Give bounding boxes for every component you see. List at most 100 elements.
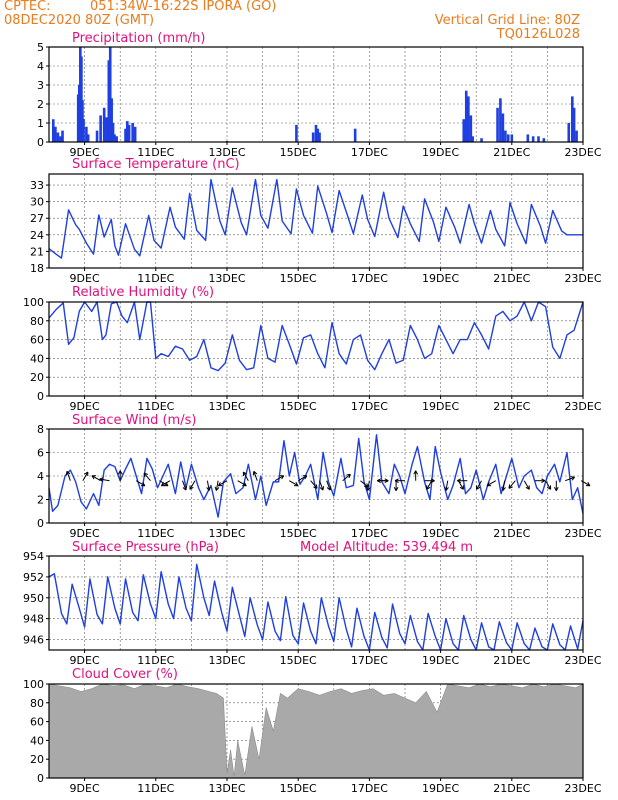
cloud-date-label: 17DEC [351, 782, 388, 795]
wind-date-label: 19DEC [422, 527, 459, 540]
header-grid-note: Vertical Grid Line: 80Z [435, 13, 580, 28]
wind-arrow-head [279, 475, 285, 480]
wind-arrow-head [430, 478, 435, 484]
temperature-date-label: 11DEC [137, 272, 174, 285]
humidity-ytick-label: 60 [30, 334, 44, 347]
cloud-date-label: 15DEC [280, 782, 317, 795]
wind-arrow-head [457, 478, 462, 484]
header-run-time: 08DEC2020 80Z (GMT) [4, 13, 154, 28]
wind-ytick-label: 8 [37, 423, 44, 436]
wind-arrow [342, 473, 351, 482]
cloud-frame [48, 683, 584, 779]
header-source: CPTEC: [4, 0, 51, 14]
wind-arrow [319, 480, 324, 491]
precip-date-label: 19DEC [422, 146, 459, 159]
wind-arrow [360, 480, 369, 488]
wind-arrow [66, 471, 71, 481]
precip-bar [105, 117, 108, 142]
pressure-date-label: 13DEC [208, 654, 245, 667]
temperature-date-label: 9DEC [70, 272, 100, 285]
wind-arrow-head [214, 486, 220, 491]
wind-arrow-head [501, 486, 506, 491]
wind-arrow-head [546, 485, 552, 490]
precip-bar [353, 128, 357, 142]
precip-bar [542, 138, 546, 142]
wind-arrow-head [217, 482, 223, 487]
cloud-ytick-label: 100 [23, 678, 44, 691]
cloud-panel: 0 20 40 60 80 100 9DEC 11DEC 13DEC 15DEC 17DEC 19DE… [23, 678, 602, 795]
precip-ytick-label: 4 [37, 60, 44, 73]
temperature-ytick-label: 18 [30, 262, 44, 275]
precip-date-label: 11DEC [137, 146, 174, 159]
precip-title: Precipitation (mm/h) [72, 31, 205, 46]
precip-bar [567, 123, 571, 142]
wind-arrow [326, 480, 331, 491]
precip-bar [506, 134, 510, 142]
temperature-ytick-label: 21 [30, 245, 44, 258]
wind-arrow-head [293, 482, 299, 487]
cloud-date-label: 23DEC [564, 782, 601, 795]
precip-bar [480, 138, 483, 142]
cloud-ytick-label: 60 [30, 716, 44, 729]
humidity-date-label: 19DEC [422, 400, 459, 413]
humidity-title: Relative Humidity (%) [72, 285, 214, 300]
precip-ytick-label: 2 [37, 98, 44, 111]
pressure-date-label: 11DEC [137, 654, 174, 667]
wind-arrow-head [384, 478, 389, 484]
wind-arrow-head [376, 478, 381, 484]
wind-arrow [445, 480, 449, 491]
wind-arrow-head [84, 471, 89, 477]
cloud-title: Cloud Cover (%) [72, 667, 178, 682]
wind-arrow-head [365, 486, 371, 491]
precip-bar [464, 90, 468, 142]
wind-arrow-head [252, 470, 258, 476]
wind-arrow-head [189, 485, 194, 490]
precip-bar [107, 60, 111, 142]
humidity-line [48, 301, 584, 372]
wind-arrow-head [319, 486, 325, 491]
precip-bar [99, 115, 102, 142]
temperature-ytick-label: 27 [30, 212, 44, 225]
cloud-date-label: 19DEC [422, 782, 459, 795]
cloud-date-label: 11DEC [137, 782, 174, 795]
pressure-ytick-label: 948 [23, 613, 44, 626]
pressure-date-label: 9DEC [70, 654, 100, 667]
temperature-date-label: 21DEC [493, 272, 530, 285]
precip-bar [316, 128, 320, 142]
precip-bar [82, 119, 85, 142]
temperature-date-label: 23DEC [564, 272, 601, 285]
wind-arrow-head [570, 476, 575, 481]
wind-date-label: 23DEC [564, 527, 601, 540]
wind-arrow [565, 476, 575, 482]
wind-arrow [161, 480, 171, 487]
wind-arrow-head [508, 484, 513, 489]
precip-bar [113, 134, 116, 142]
wind-arrow-head [65, 470, 71, 476]
wind-arrow [502, 480, 506, 491]
precip-bar [124, 128, 127, 142]
wind-arrow [218, 480, 228, 487]
wind-date-label: 17DEC [351, 527, 388, 540]
wind-arrow [206, 480, 210, 491]
wind-arrow-head [346, 473, 351, 479]
wind-arrow-head [326, 486, 332, 491]
precip-bar [133, 126, 137, 142]
cloud-date-label: 9DEC [70, 782, 100, 795]
wind-title: Surface Wind (m/s) [72, 413, 196, 428]
wind-arrow-head [242, 482, 247, 487]
precip-bar [95, 130, 99, 142]
precip-bar [86, 134, 90, 142]
precip-date-label: 17DEC [351, 146, 388, 159]
wind-arrow-head [476, 485, 481, 490]
wind-ytick-label: 0 [37, 517, 44, 530]
precip-bar [54, 126, 57, 142]
wind-arrow [426, 480, 433, 490]
wind-arrow [476, 480, 482, 490]
header-model-code: TQ0126L028 [496, 27, 580, 42]
precip-bar [127, 124, 131, 142]
wind-ytick-label: 6 [37, 447, 44, 460]
pressure-title: Surface Pressure (hPa) [72, 540, 219, 555]
precip-date-label: 13DEC [208, 146, 245, 159]
humidity-frame [48, 301, 584, 397]
wind-panel: 0 2 4 6 8 9DEC 11DEC 13DEC 15DEC 17DEC 19DEC 21DEC 2… [37, 423, 602, 540]
